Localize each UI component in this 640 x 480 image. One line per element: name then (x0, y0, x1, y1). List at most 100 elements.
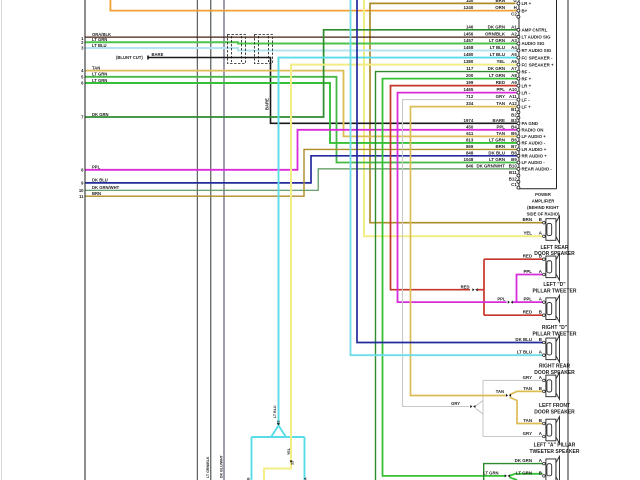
svg-text:POWER: POWER (535, 192, 551, 197)
svg-text:22: 22 (277, 421, 281, 425)
svg-text:BARE: BARE (152, 52, 164, 57)
svg-text:PPL: PPL (496, 87, 505, 92)
svg-text:B: B (539, 470, 542, 475)
svg-text:LT BLU: LT BLU (92, 43, 107, 48)
svg-text:RADIO ON: RADIO ON (522, 128, 544, 133)
svg-text:LT GRN: LT GRN (92, 78, 107, 83)
svg-text:7: 7 (81, 115, 84, 120)
svg-text:B1: B1 (511, 107, 517, 112)
svg-text:200: 200 (466, 73, 474, 78)
svg-text:B+: B+ (522, 8, 528, 13)
svg-text:ORN: ORN (495, 5, 505, 10)
svg-text:B: B (539, 217, 542, 222)
svg-text:B11: B11 (509, 170, 517, 175)
svg-text:3: 3 (81, 46, 84, 51)
svg-text:LT BLU: LT BLU (490, 45, 505, 50)
svg-text:PPL: PPL (523, 269, 532, 274)
svg-text:LT AUDIO SIG: LT AUDIO SIG (522, 35, 552, 40)
svg-text:846: 846 (466, 164, 474, 169)
svg-text:LT BLU: LT BLU (490, 52, 505, 57)
svg-text:611: 611 (466, 131, 474, 136)
svg-text:5: 5 (81, 74, 84, 79)
svg-text:RF +: RF + (522, 76, 532, 81)
svg-text:334: 334 (466, 101, 474, 106)
svg-text:DK BLU: DK BLU (515, 337, 532, 342)
svg-text:813: 813 (466, 138, 474, 143)
svg-text:A1: A1 (511, 24, 517, 29)
svg-text:PPL: PPL (497, 297, 506, 302)
svg-text:B5: B5 (511, 131, 517, 136)
svg-text:A: A (304, 477, 308, 480)
svg-text:(BEHIND RIGHT: (BEHIND RIGHT (527, 205, 559, 210)
svg-text:DOOR SPEAKER: DOOR SPEAKER (534, 409, 575, 415)
svg-text:LT GRN: LT GRN (92, 37, 107, 42)
svg-text:LT GRN: LT GRN (489, 138, 505, 143)
svg-text:PPL: PPL (92, 165, 101, 170)
svg-text:A: A (539, 269, 543, 274)
svg-text:199: 199 (466, 80, 474, 85)
svg-text:1380: 1380 (464, 59, 474, 64)
svg-text:B: B (539, 337, 542, 342)
svg-text:(BLUNT CUT): (BLUNT CUT) (116, 55, 143, 60)
svg-text:FC SPEAKER +: FC SPEAKER + (522, 62, 555, 67)
svg-text:6: 6 (81, 81, 84, 86)
svg-text:PILLAR TWEETER: PILLAR TWEETER (533, 288, 577, 294)
svg-text:GRY: GRY (451, 401, 460, 406)
svg-text:LEFT REAR: LEFT REAR (540, 245, 568, 251)
svg-text:BRN: BRN (92, 191, 101, 196)
svg-text:A: A (539, 231, 543, 236)
svg-text:LT GRN: LT GRN (92, 72, 107, 77)
svg-text:DK BLU/WHT: DK BLU/WHT (220, 454, 224, 478)
svg-text:1240: 1240 (464, 5, 474, 10)
svg-text:TAN: TAN (523, 418, 532, 423)
svg-text:1048: 1048 (464, 157, 474, 162)
svg-text:B2: B2 (511, 112, 517, 117)
svg-text:A9: A9 (511, 80, 517, 85)
svg-text:4: 4 (81, 68, 84, 73)
svg-text:1465: 1465 (464, 87, 474, 92)
svg-text:1456: 1456 (464, 31, 474, 36)
svg-text:TAN: TAN (92, 65, 100, 70)
svg-text:LF -: LF - (522, 97, 531, 102)
svg-text:LT GRN: LT GRN (516, 470, 532, 475)
svg-text:TAN: TAN (523, 386, 532, 391)
svg-text:A10: A10 (509, 87, 518, 92)
svg-text:11: 11 (79, 194, 84, 199)
svg-text:1480: 1480 (464, 52, 474, 57)
svg-text:B12: B12 (509, 176, 518, 181)
svg-text:869: 869 (466, 144, 474, 149)
svg-text:B9: B9 (511, 157, 517, 162)
svg-text:GRY: GRY (496, 94, 505, 99)
svg-text:B: B (539, 310, 542, 315)
svg-text:RED: RED (523, 310, 532, 315)
svg-text:A: A (539, 458, 543, 463)
svg-text:YEL: YEL (287, 447, 291, 455)
svg-text:LF +: LF + (522, 104, 532, 109)
svg-text:PPL: PPL (523, 297, 532, 302)
svg-text:GRY: GRY (523, 375, 532, 380)
svg-text:BRN: BRN (495, 0, 505, 3)
svg-text:TWEETER SPEAKER: TWEETER SPEAKER (529, 449, 579, 455)
svg-text:B6: B6 (511, 138, 517, 143)
svg-text:REAR AUDIO -: REAR AUDIO - (522, 167, 553, 172)
svg-text:RF AUDIO -: RF AUDIO - (522, 141, 546, 146)
svg-text:1458: 1458 (464, 45, 474, 50)
svg-text:RT AUDIO SIG: RT AUDIO SIG (522, 48, 552, 53)
svg-text:A6: A6 (511, 59, 517, 64)
svg-text:SIDE OF RADIO): SIDE OF RADIO) (527, 212, 560, 217)
svg-text:B4: B4 (511, 124, 517, 129)
svg-text:712: 712 (466, 94, 474, 99)
svg-text:10: 10 (79, 188, 84, 193)
svg-text:YEL: YEL (496, 59, 505, 64)
svg-text:LEFT "A" PILLAR: LEFT "A" PILLAR (534, 443, 576, 449)
svg-text:C1: C1 (511, 182, 517, 187)
svg-text:A: A (539, 375, 543, 380)
svg-text:RED: RED (496, 80, 505, 85)
svg-text:DK GRN: DK GRN (515, 458, 532, 463)
svg-text:1: 1 (81, 36, 84, 41)
svg-text:A12: A12 (509, 101, 518, 106)
svg-text:DOOR SPEAKER: DOOR SPEAKER (534, 251, 575, 257)
svg-text:A: A (539, 297, 543, 302)
svg-text:LT GRN: LT GRN (483, 470, 498, 475)
svg-text:AUDIO SIG: AUDIO SIG (522, 41, 546, 46)
